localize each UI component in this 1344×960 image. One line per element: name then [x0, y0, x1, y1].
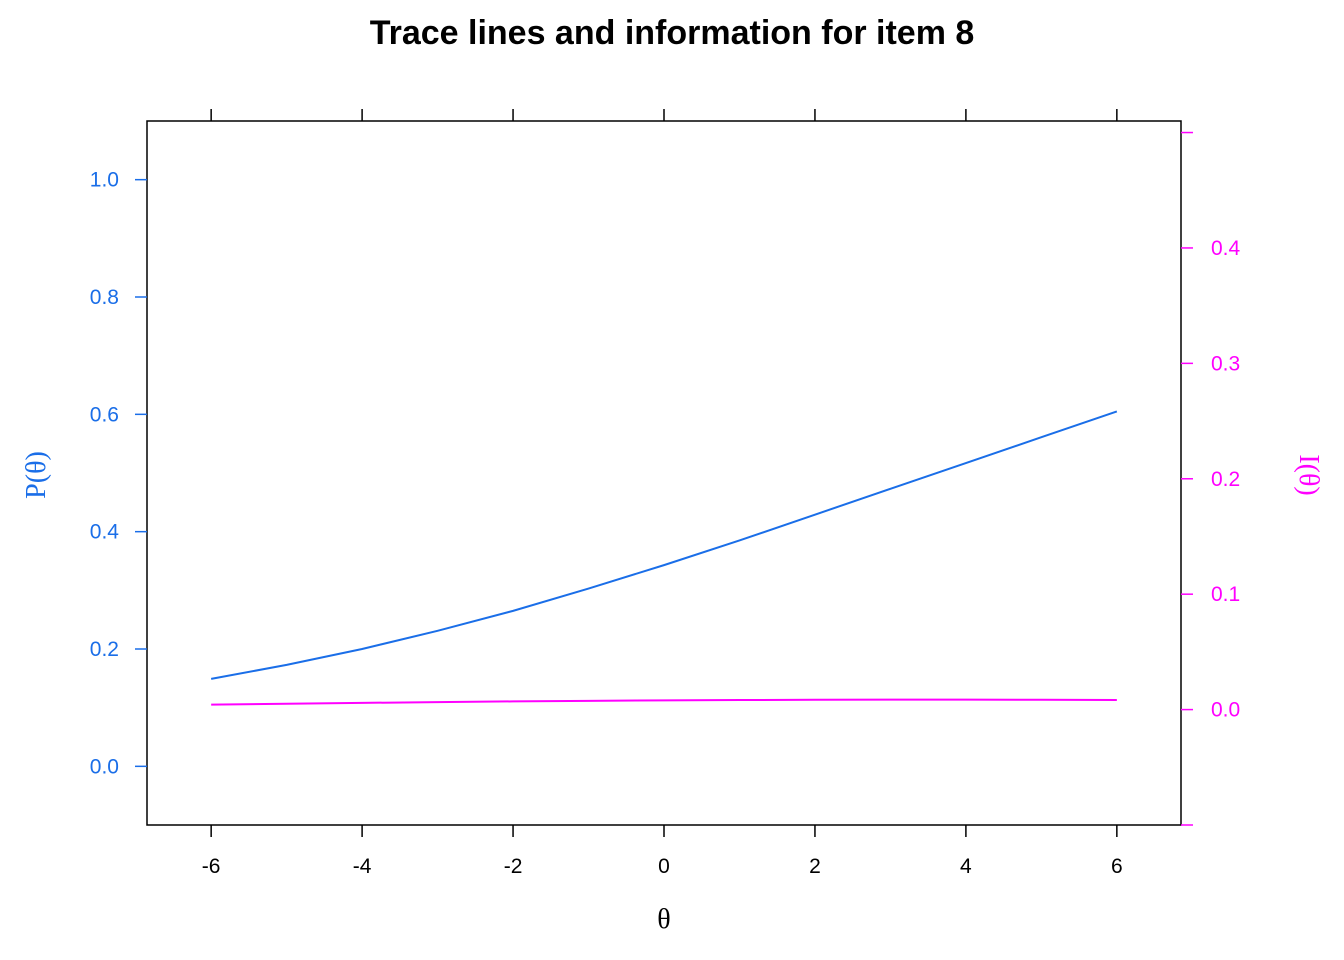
x-tick-label: -2	[504, 855, 523, 878]
y-tick-label-left: 0.6	[90, 403, 119, 426]
y-tick-label-right: 0.1	[1211, 583, 1240, 606]
information-curve	[211, 698, 1117, 706]
y-tick-label-left: 1.0	[90, 169, 119, 192]
x-tick-label: 4	[960, 855, 972, 878]
y-axis-title-right: I(θ)	[1293, 454, 1324, 495]
y-tick-label-left: 0.8	[90, 286, 119, 309]
y-tick-label-right: 0.0	[1211, 699, 1240, 722]
chart-title: Trace lines and information for item 8	[370, 14, 975, 52]
plot-frame	[146, 120, 1182, 826]
x-tick-label: 0	[658, 855, 670, 878]
y-tick-label-left: 0.2	[90, 638, 119, 661]
x-axis-title: θ	[657, 904, 670, 935]
y-tick-label-right: 0.4	[1211, 237, 1241, 260]
y-tick-label-left: 0.0	[90, 755, 119, 778]
x-tick-label: 6	[1111, 855, 1123, 878]
trace-line	[210, 410, 1118, 680]
y-tick-label-left: 0.4	[90, 521, 120, 544]
y-axis-title-left: P(θ)	[21, 451, 52, 499]
y-tick-label-right: 0.2	[1211, 468, 1240, 491]
x-tick-label: -6	[202, 855, 221, 878]
y-tick-label-right: 0.3	[1211, 352, 1240, 375]
x-tick-label: 2	[809, 855, 821, 878]
x-tick-label: -4	[353, 855, 372, 878]
